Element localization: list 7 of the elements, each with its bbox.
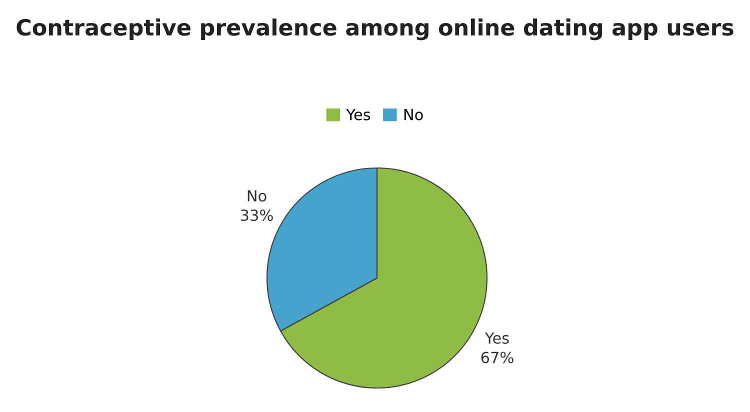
data-label: 33% [240,209,273,222]
slice-label: No [248,190,266,202]
chart-title: Contraceptive prevalence among online dating app users [16,18,734,40]
legend-label: Yes [346,108,370,120]
slice-label: Yes [484,332,509,344]
legend-label: No [404,108,423,120]
data-label: 67% [481,352,514,364]
